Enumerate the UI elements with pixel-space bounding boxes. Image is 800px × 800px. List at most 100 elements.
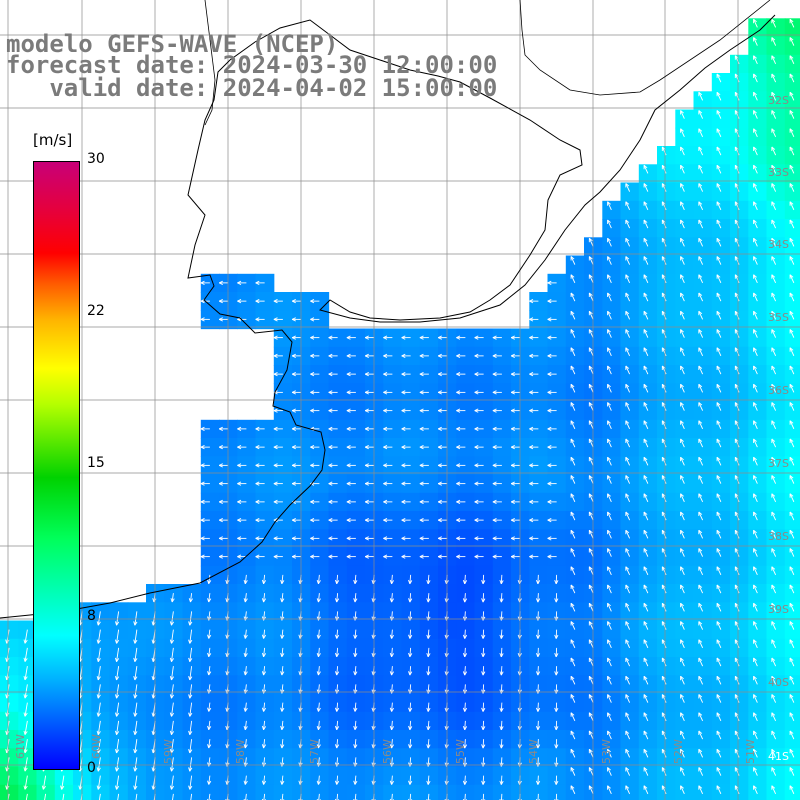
wind-cell [219,547,238,567]
wind-arrow [364,353,375,358]
wind-cell [730,146,749,165]
wind-arrow [570,329,576,338]
wind-arrow [789,511,795,521]
wind-cell [602,565,622,585]
wind-arrow [190,793,193,800]
wind-arrow [499,647,504,658]
wind-cell [456,419,476,439]
wind-arrow [383,463,393,468]
wind-arrow [437,518,448,523]
wind-arrow [716,201,722,211]
wind-cell [547,419,567,439]
wind-arrow [291,463,302,468]
wind-cell [547,292,567,311]
wind-cell [693,200,713,220]
wind-cell [766,620,786,640]
wind-arrow [547,390,557,395]
wind-cell [730,419,749,439]
wind-cell [620,602,640,622]
wind-cell [784,127,800,147]
wind-cell [748,492,768,512]
wind-cell [766,547,786,567]
wind-cell [784,419,800,439]
wind-arrow [364,554,375,559]
wind-arrow [643,383,649,393]
wind-arrow [255,481,265,486]
wind-cell [711,73,731,92]
wind-cell [310,401,330,421]
wind-arrow [237,536,247,541]
wind-arrow [789,292,795,302]
wind-arrow [588,292,594,302]
wind-arrow [510,372,521,377]
wind-arrow [255,554,265,559]
wind-arrow [698,110,704,119]
lat-label: 36S [768,384,789,397]
wind-arrow [753,237,758,247]
wind-arrow [680,548,685,557]
wind-arrow [625,292,631,302]
wind-arrow [607,329,612,338]
wind-arrow [535,775,541,785]
wind-arrow [570,475,576,484]
wind-cell [383,419,403,439]
lat-label: 38S [768,530,789,543]
wind-arrow [207,775,212,785]
wind-arrow [771,456,777,466]
wind-cell [200,547,220,567]
wind-arrow [607,475,612,484]
wind-cell [766,109,786,129]
wind-arrow [334,647,340,658]
wind-cell [675,620,695,640]
lat-label: 33S [768,166,789,179]
wind-arrow [753,183,758,192]
wind-arrow [643,274,649,284]
wind-cell [474,383,494,403]
wind-cell [310,365,330,384]
wind-arrow [680,128,685,138]
wind-arrow [771,420,777,430]
wind-cell [565,784,585,800]
forecast-date: forecast date: 2024-03-30 12:00:00 [6,51,498,79]
wind-arrow [716,475,722,484]
wind-arrow [680,237,685,247]
wind-cell [584,310,603,330]
wind-arrow [169,647,175,662]
wind-arrow [316,593,321,603]
wind-cell [602,255,622,275]
wind-arrow [789,274,795,284]
wind-cell [511,419,530,439]
wind-cell [219,474,238,494]
wind-cell [401,365,421,384]
wind-arrow [237,518,247,523]
wind-arrow [401,426,411,431]
wind-arrow [529,445,539,450]
wind-arrow [698,511,704,521]
wind-arrow [698,694,704,703]
wind-arrow [383,390,393,395]
wind-arrow [401,499,411,504]
wind-arrow [437,335,448,340]
wind-arrow [680,602,685,612]
wind-cell [474,438,494,457]
wind-arrow [607,310,612,320]
wind-cell [693,474,713,494]
wind-arrow [698,621,704,630]
wind-arrow [607,347,612,357]
wind-cell [547,383,567,403]
wind-arrow [753,73,758,83]
wind-arrow [570,420,576,430]
wind-arrow [456,554,466,559]
wind-arrow [753,767,758,776]
wind-cell [401,529,421,549]
wind-cell [748,711,768,731]
colorbar-tick-22: 22 [87,303,105,319]
wind-arrow [364,499,375,504]
wind-cell [529,511,549,530]
wind-cell [620,565,640,585]
wind-cell [565,620,585,640]
wind-arrow [218,445,229,450]
wind-arrow [353,647,358,658]
wind-arrow [753,511,758,521]
wind-cell [675,492,695,512]
